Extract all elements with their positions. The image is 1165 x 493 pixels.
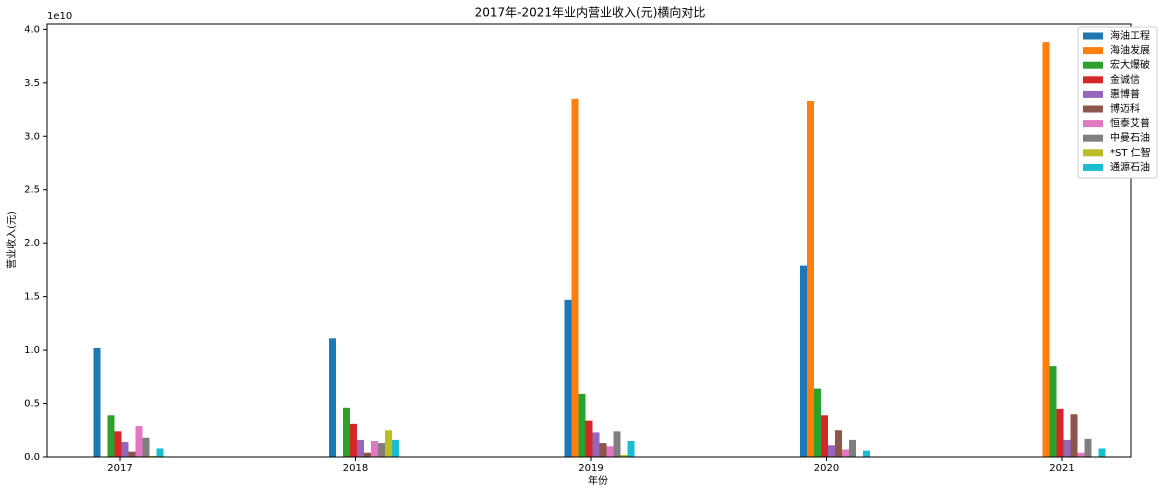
bar	[814, 388, 821, 457]
x-tick-label: 2019	[578, 463, 603, 474]
legend-label: 恒泰艾普	[1110, 117, 1150, 130]
legend-swatch	[1083, 90, 1103, 98]
x-tick-label: 2020	[814, 463, 839, 474]
bar	[343, 407, 350, 457]
bar	[385, 430, 392, 457]
bar	[93, 347, 101, 457]
y-tick-label: 1.5	[24, 292, 40, 303]
y-tick-label: 0.5	[24, 399, 40, 410]
bar	[357, 439, 364, 457]
y-tick-label: 3.5	[24, 78, 40, 89]
y-axis-label: 营业收入(元)	[5, 211, 18, 269]
bar	[364, 452, 371, 457]
bar	[156, 448, 164, 457]
bar	[800, 265, 807, 457]
bar	[1077, 452, 1085, 457]
bar	[1063, 439, 1071, 457]
plot-frame	[46, 23, 1132, 458]
x-axis-label: 年份	[588, 474, 608, 487]
y-tick-label: 2.5	[24, 185, 40, 196]
bar	[121, 442, 129, 457]
bar	[849, 439, 856, 457]
legend-label: 博迈科	[1110, 102, 1140, 115]
x-tick-label: 2017	[107, 463, 132, 474]
legend-label: *ST 仁智	[1110, 146, 1151, 159]
bar	[142, 437, 150, 457]
bar	[564, 299, 572, 457]
chart-title: 2017年-2021年业内营业收入(元)横向对比	[475, 5, 706, 20]
bar	[135, 425, 143, 457]
legend-swatch	[1083, 149, 1103, 157]
bar	[828, 445, 835, 457]
bar	[821, 415, 828, 457]
bar	[1098, 448, 1106, 457]
legend-swatch	[1083, 32, 1103, 40]
y-tick-label: 4.0	[24, 24, 40, 35]
bar	[149, 455, 157, 457]
bar	[1049, 366, 1057, 457]
bar	[571, 98, 579, 457]
x-tick-label: 2021	[1049, 463, 1074, 474]
bar	[1084, 438, 1092, 457]
legend-swatch	[1083, 47, 1103, 55]
legend-label: 宏大爆破	[1110, 58, 1150, 71]
legend-swatch	[1083, 76, 1103, 84]
x-tick-label: 2018	[343, 463, 368, 474]
bar	[350, 423, 357, 457]
legend-label: 通源石油	[1110, 160, 1150, 173]
bar	[835, 430, 842, 457]
bar	[613, 431, 621, 457]
bar	[329, 338, 336, 457]
bar	[392, 439, 399, 457]
bar	[627, 440, 635, 457]
legend-label: 海油工程	[1110, 29, 1150, 42]
y-tick-label: 3.0	[24, 131, 40, 142]
legend-swatch	[1083, 163, 1103, 171]
y-tick-label: 0.0	[24, 452, 40, 463]
legend-label: 惠博普	[1110, 87, 1140, 100]
bar	[1070, 414, 1078, 457]
bar	[585, 420, 593, 457]
bar	[378, 443, 385, 457]
legend-swatch	[1083, 120, 1103, 128]
bar	[620, 454, 628, 457]
legend-label: 中曼石油	[1110, 131, 1150, 144]
bar	[807, 100, 814, 457]
legend-label: 海油发展	[1110, 44, 1150, 57]
y-tick-label: 1.0	[24, 345, 40, 356]
bar	[128, 451, 136, 457]
bar	[863, 450, 870, 457]
bar	[371, 440, 378, 457]
bar	[842, 449, 849, 457]
y-tick-label: 2.0	[24, 238, 40, 249]
bar	[107, 415, 115, 457]
legend-swatch	[1083, 134, 1103, 142]
bar	[599, 443, 607, 457]
bar	[1042, 42, 1050, 458]
bar	[114, 431, 122, 457]
bar	[592, 432, 600, 457]
legend-swatch	[1083, 105, 1103, 113]
legend-swatch	[1083, 61, 1103, 69]
legend-label: 金诚信	[1110, 73, 1140, 86]
y-offset-label: 1e10	[47, 11, 72, 22]
bar	[578, 393, 586, 457]
bar	[606, 446, 614, 457]
bar	[1056, 408, 1064, 457]
